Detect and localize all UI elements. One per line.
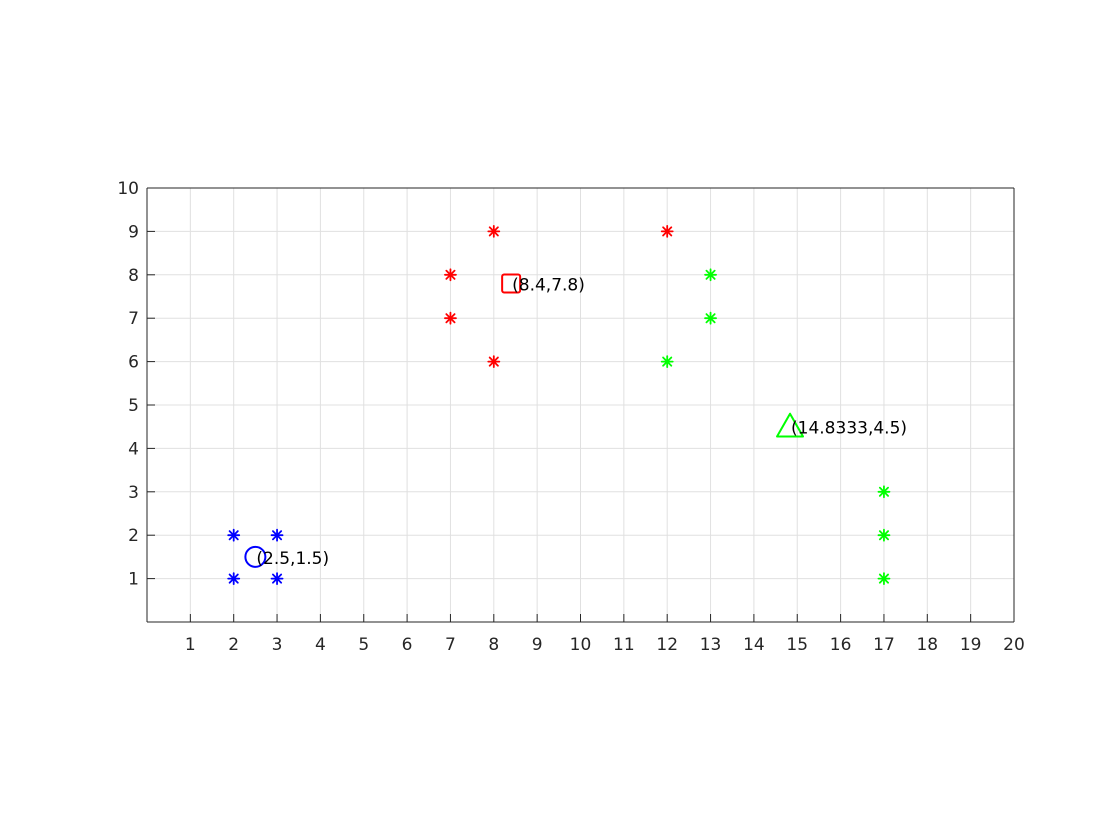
cluster-green-point-2 xyxy=(660,355,674,369)
centroid-green-label: (14.8333,4.5) xyxy=(791,419,907,439)
y-tick-label-2: 2 xyxy=(128,526,139,546)
x-tick-label-6: 6 xyxy=(402,635,413,655)
x-tick-label-17: 17 xyxy=(873,635,895,655)
y-tick-label-6: 6 xyxy=(128,353,139,373)
cluster-red-point-4-stroke-3 xyxy=(662,226,673,237)
cluster-blue-point-0-stroke-3 xyxy=(228,573,239,584)
cluster-blue-point-2 xyxy=(227,528,241,542)
x-tick-label-13: 13 xyxy=(700,635,722,655)
cluster-red-point-0-stroke-3 xyxy=(488,226,499,237)
cluster-blue-point-1 xyxy=(270,572,284,585)
x-tick-label-14: 14 xyxy=(743,635,765,655)
cluster-green-point-0-stroke-3 xyxy=(705,269,716,280)
x-tick-label-16: 16 xyxy=(830,635,852,655)
cluster-red-point-3-stroke-3 xyxy=(488,356,499,367)
y-tick-label-7: 7 xyxy=(128,309,139,329)
cluster-blue-point-3-stroke-3 xyxy=(272,530,283,541)
y-tick-label-1: 1 xyxy=(128,570,139,590)
cluster-green-point-4 xyxy=(877,528,891,542)
x-tick-label-19: 19 xyxy=(960,635,982,655)
cluster-blue-point-3 xyxy=(270,528,284,542)
centroid-green-marker xyxy=(776,412,805,438)
data-points xyxy=(227,224,891,585)
y-tick-label-5: 5 xyxy=(128,396,139,416)
y-tick-label-4: 4 xyxy=(128,439,139,459)
x-tick-label-2: 2 xyxy=(228,635,239,655)
centroid-blue-label: (2.5,1.5) xyxy=(256,549,329,569)
x-tick-label-8: 8 xyxy=(488,635,499,655)
x-tick-label-3: 3 xyxy=(272,635,283,655)
tick-labels: 1 2 3 4 5 6 7 8 9 10 11 12 13 14 15 16 17 18 19 20123456789… xyxy=(117,179,1024,655)
axes-layer xyxy=(146,187,1015,623)
cluster-red-point-0 xyxy=(487,224,501,238)
cluster-red-point-4 xyxy=(660,224,674,238)
centroid-blue-marker xyxy=(244,545,267,568)
x-tick-label-1: 1 xyxy=(185,635,196,655)
x-tick-label-20: 20 xyxy=(1003,635,1025,655)
centroid-labels: (2.5,1.5) (8.4,7.8) (14.8333,4.5) xyxy=(256,275,907,568)
cluster-green-point-3 xyxy=(877,485,891,499)
centroids xyxy=(244,273,805,568)
cluster-red-point-3 xyxy=(487,355,501,369)
cluster-blue-point-2-stroke-3 xyxy=(228,530,239,541)
grid-layer xyxy=(147,187,1015,622)
cluster-red-point-2-stroke-3 xyxy=(445,313,456,324)
y-tick-label-10: 10 xyxy=(117,179,139,199)
y-tick-label-8: 8 xyxy=(128,266,139,286)
x-tick-label-18: 18 xyxy=(916,635,938,655)
x-tick-label-5: 5 xyxy=(358,635,369,655)
x-tick-label-7: 7 xyxy=(445,635,456,655)
cluster-red-point-2 xyxy=(444,311,457,325)
x-tick-label-11: 11 xyxy=(613,635,635,655)
cluster-green-point-3-stroke-3 xyxy=(878,486,889,497)
cluster-green-point-1 xyxy=(704,311,717,325)
x-tick-label-12: 12 xyxy=(656,635,678,655)
y-tick-label-3: 3 xyxy=(128,483,139,503)
cluster-green-point-0 xyxy=(704,268,717,282)
x-tick-label-4: 4 xyxy=(315,635,326,655)
x-tick-label-15: 15 xyxy=(786,635,808,655)
cluster-red-point-1 xyxy=(444,268,457,282)
cluster-blue-point-1-stroke-3 xyxy=(272,573,283,584)
x-tick-label-10: 10 xyxy=(570,635,592,655)
centroid-red-label: (8.4,7.8) xyxy=(512,275,585,295)
x-tick-label-9: 9 xyxy=(532,635,543,655)
cluster-green-point-5 xyxy=(877,572,891,585)
cluster-green-point-2-stroke-3 xyxy=(662,356,673,367)
cluster-green-point-5-stroke-3 xyxy=(878,573,889,584)
y-tick-label-9: 9 xyxy=(128,222,139,242)
cluster-red-point-1-stroke-3 xyxy=(445,269,456,280)
cluster-blue-point-0 xyxy=(227,572,241,585)
cluster-green-point-4-stroke-3 xyxy=(878,530,889,541)
centroid-red-marker xyxy=(501,273,522,294)
cluster-green-point-1-stroke-3 xyxy=(705,313,716,324)
